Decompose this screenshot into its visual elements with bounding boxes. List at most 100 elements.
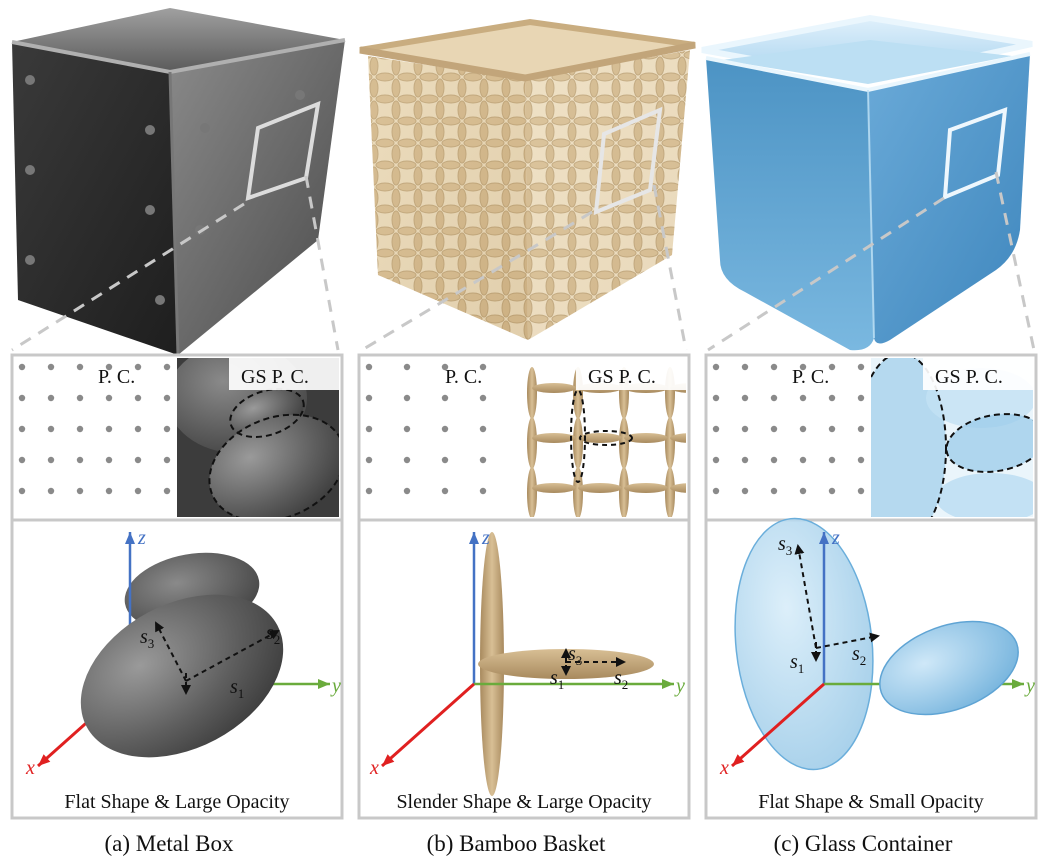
point-cloud-point [105, 394, 113, 402]
point-cloud-point [134, 487, 142, 495]
point-cloud-point [857, 425, 865, 433]
glass-container-render [701, 14, 1033, 351]
point-cloud-point [857, 487, 865, 495]
point-cloud-point [47, 363, 55, 371]
point-cloud-point [163, 425, 171, 433]
point-cloud-point [105, 425, 113, 433]
gs-rod [578, 483, 622, 493]
point-cloud-inset: P. C. [361, 357, 523, 518]
point-cloud-point [18, 394, 26, 402]
point-cloud-bg [361, 357, 523, 518]
point-cloud-inset: P. C. [14, 357, 174, 518]
s2-arrow [815, 632, 880, 649]
point-cloud-point [479, 487, 487, 495]
gs-label-bg [229, 358, 339, 390]
x-axis-label: x [25, 757, 35, 779]
gs-rod [532, 483, 576, 493]
gs-rod [527, 417, 537, 469]
point-cloud-inset: P. C. [708, 357, 868, 518]
z-axis [469, 532, 479, 684]
s3-arrow [155, 621, 187, 682]
point-cloud-point [741, 456, 749, 464]
point-cloud-point [770, 363, 778, 371]
x-axis-label: x [369, 757, 379, 779]
point-cloud-point [365, 363, 373, 371]
gs-label-bg [576, 358, 686, 390]
point-cloud-point [76, 394, 84, 402]
point-cloud-point [403, 487, 411, 495]
point-cloud-point [712, 487, 720, 495]
point-cloud-point [828, 456, 836, 464]
panel-caption: (a) Metal Box [104, 831, 234, 856]
point-cloud-point [403, 456, 411, 464]
point-cloud-point [105, 456, 113, 464]
gs-label-bg [923, 358, 1033, 390]
point-cloud-point [479, 363, 487, 371]
point-cloud-point [712, 425, 720, 433]
point-cloud-label: P. C. [445, 366, 482, 388]
point-cloud-point [770, 394, 778, 402]
point-cloud-point [770, 456, 778, 464]
point-cloud-point [365, 394, 373, 402]
point-cloud-point [403, 363, 411, 371]
point-cloud-point [18, 425, 26, 433]
point-cloud-point [479, 425, 487, 433]
gs-rod [573, 467, 583, 517]
point-cloud-point [441, 456, 449, 464]
gs-rod [665, 417, 675, 469]
y-axis-label: y [674, 675, 685, 697]
gs-rod [573, 417, 583, 469]
gs-rod [670, 433, 686, 443]
gs-outline [570, 389, 586, 483]
gs-point-cloud-label: GS P. C. [588, 366, 656, 388]
point-cloud-point [403, 394, 411, 402]
gs-outline [871, 358, 947, 517]
gs-point-cloud-inset: GS P. C. [177, 358, 339, 517]
point-cloud-point [799, 425, 807, 433]
gaussian-ellipsoid [478, 649, 654, 679]
point-cloud-point [441, 394, 449, 402]
point-cloud-point [712, 456, 720, 464]
point-cloud-point [76, 456, 84, 464]
point-cloud-point [799, 363, 807, 371]
point-cloud-point [799, 456, 807, 464]
x-axis [381, 682, 475, 768]
point-cloud-point [163, 363, 171, 371]
point-cloud-point [134, 394, 142, 402]
panel-description: Flat Shape & Small Opacity [758, 791, 984, 813]
panel-caption: (b) Bamboo Basket [427, 831, 606, 856]
point-cloud-point [47, 425, 55, 433]
point-cloud-point [799, 394, 807, 402]
gs-rod [665, 467, 675, 517]
point-cloud-label: P. C. [98, 366, 135, 388]
gs-rod [527, 467, 537, 517]
point-cloud-point [105, 363, 113, 371]
point-cloud-point [857, 363, 865, 371]
z-axis-label: z [137, 527, 146, 549]
point-cloud-point [712, 363, 720, 371]
point-cloud-label: P. C. [792, 366, 829, 388]
point-cloud-point [857, 456, 865, 464]
point-cloud-point [18, 363, 26, 371]
gs-rod [619, 467, 629, 517]
point-cloud-point [741, 425, 749, 433]
point-cloud-point [741, 394, 749, 402]
point-cloud-point [134, 363, 142, 371]
x-axis [731, 682, 825, 768]
point-cloud-point [76, 487, 84, 495]
gs-rod [578, 433, 622, 443]
point-cloud-point [828, 425, 836, 433]
gs-point-cloud-inset: GS P. C. [871, 358, 1033, 517]
point-cloud-point [828, 394, 836, 402]
point-cloud-point [18, 487, 26, 495]
point-cloud-point [441, 425, 449, 433]
point-cloud-point [741, 487, 749, 495]
gs-outline [945, 413, 1033, 473]
point-cloud-point [18, 456, 26, 464]
